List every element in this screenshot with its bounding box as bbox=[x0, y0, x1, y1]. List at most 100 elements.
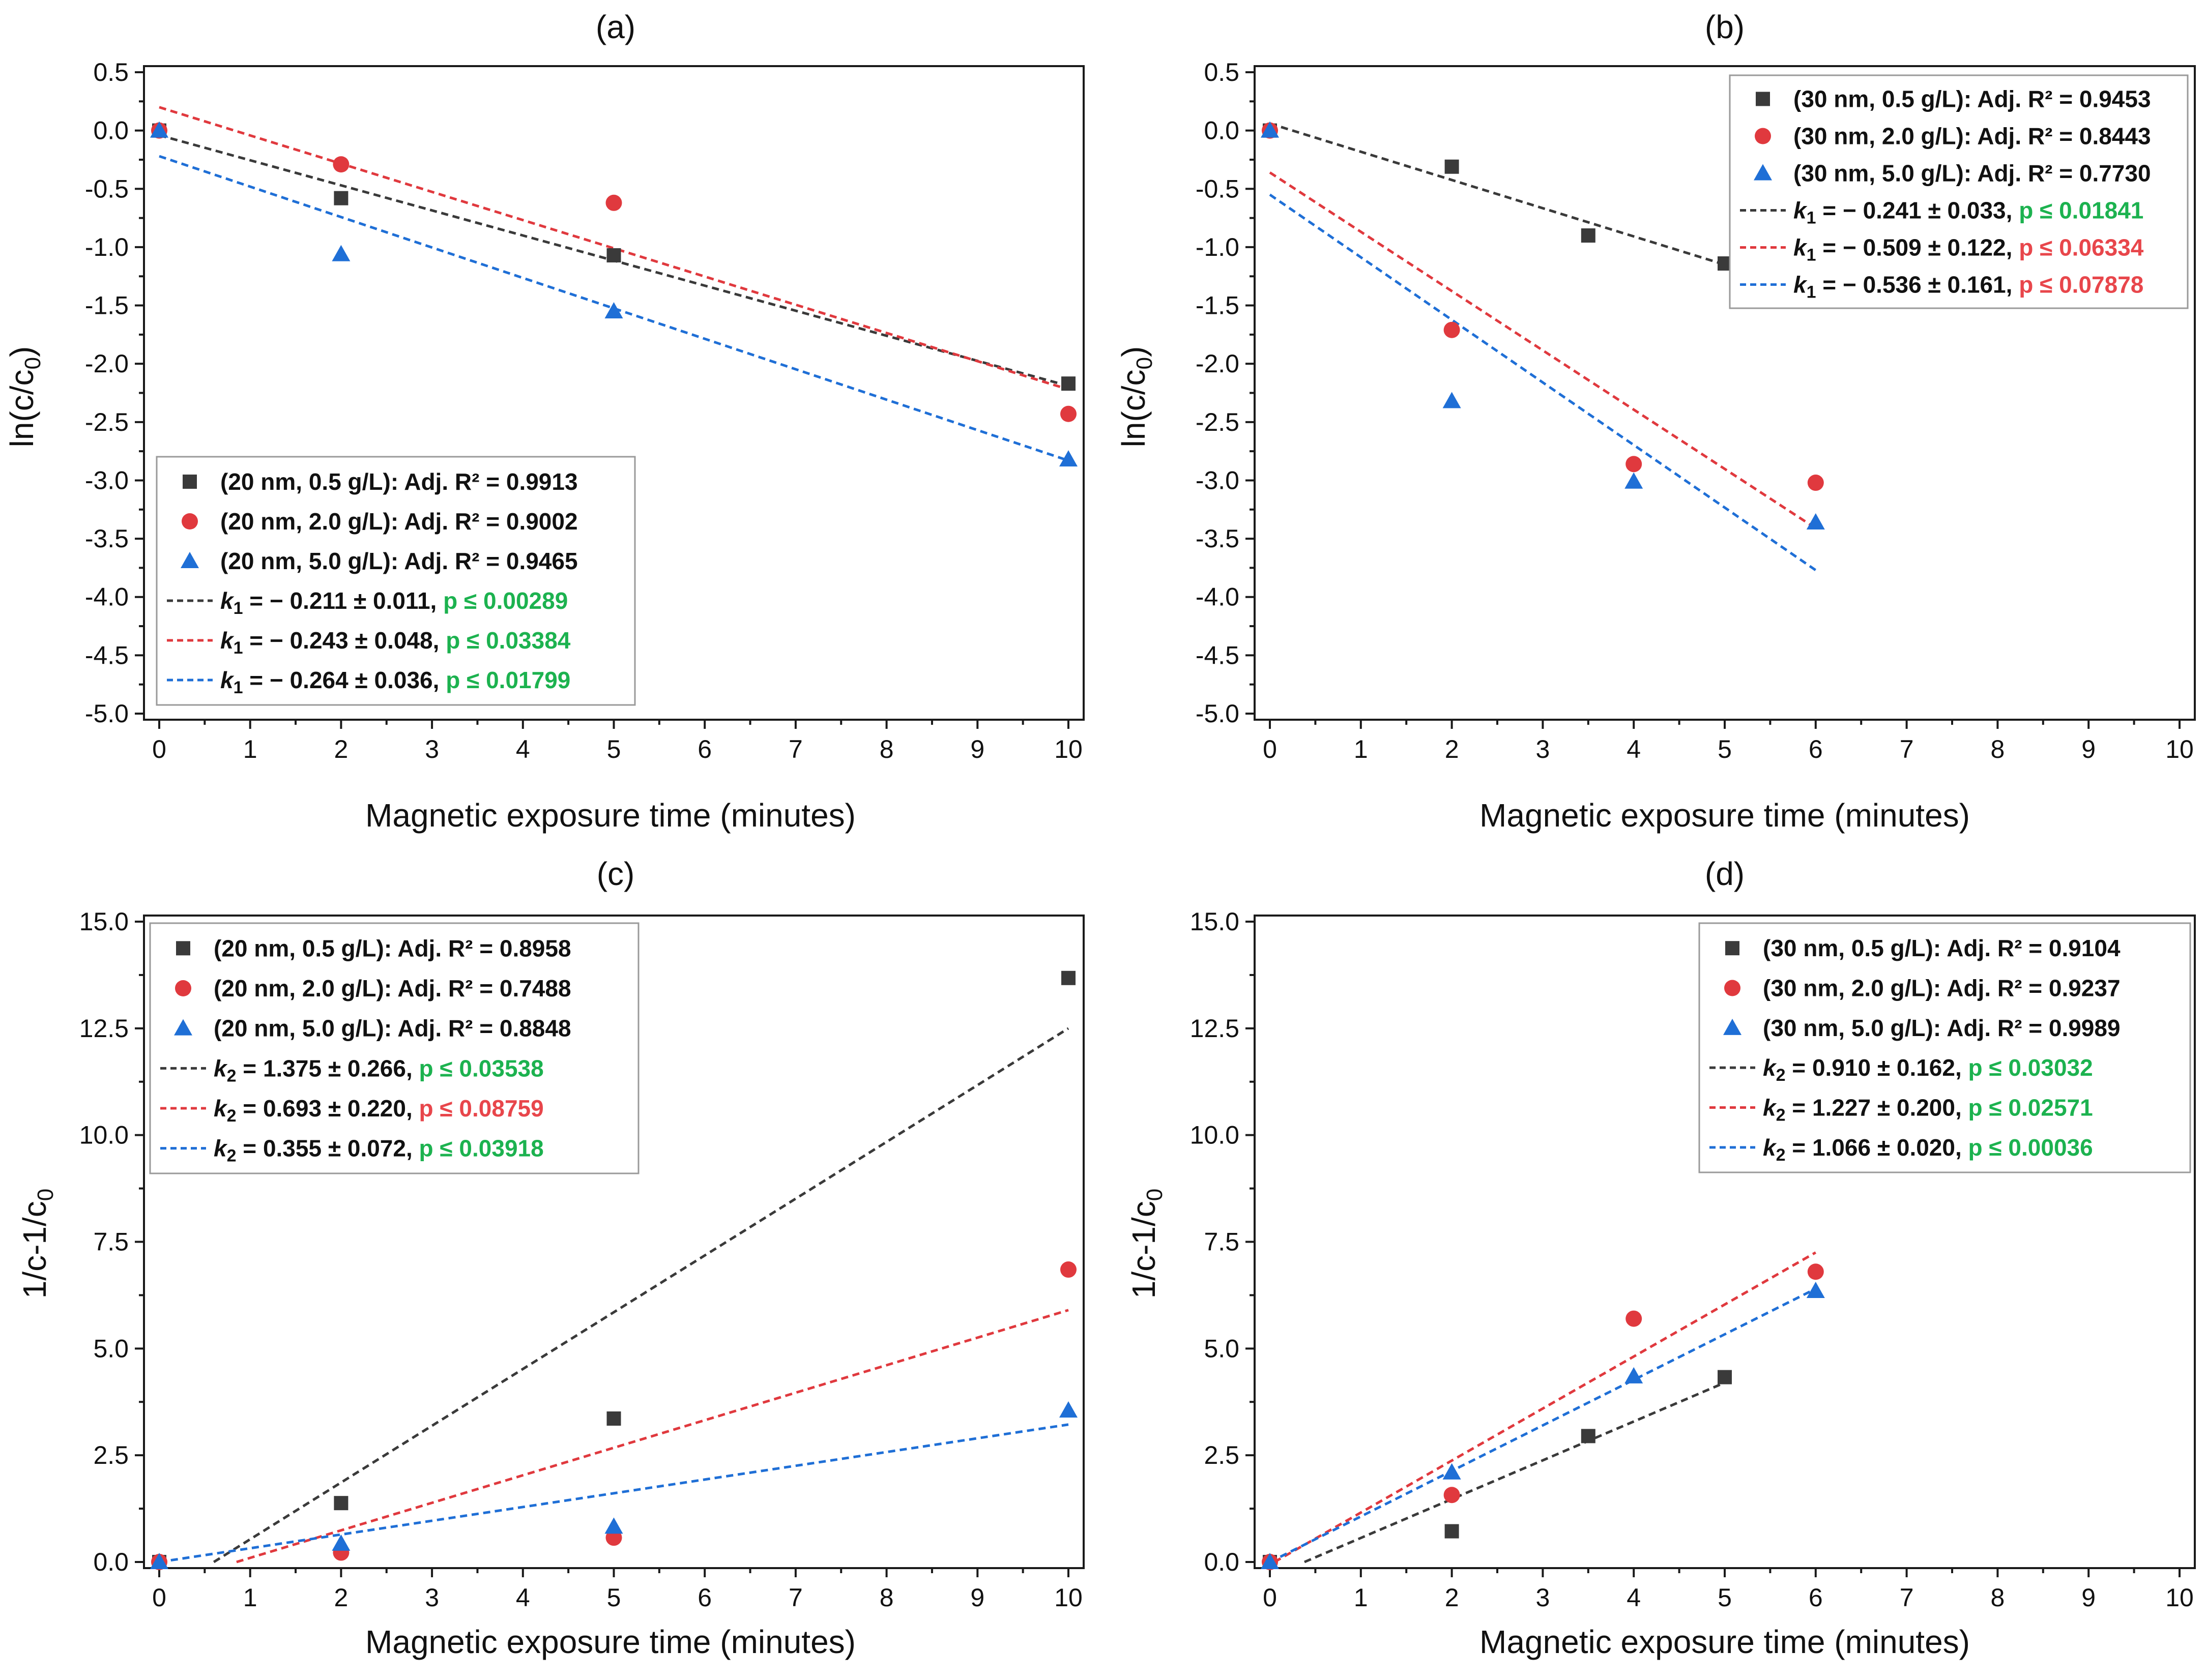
y-tick-label: 0.0 bbox=[93, 116, 129, 145]
legend-entry: (30 nm, 2.0 g/L): Adj. R² = 0.8443 bbox=[1793, 123, 2151, 150]
legend-marker-triangle bbox=[174, 1019, 192, 1036]
fit-line-red bbox=[236, 1309, 1069, 1564]
x-tick-label: 10 bbox=[1054, 735, 1083, 763]
data-point-circle bbox=[1060, 405, 1077, 422]
legend-p-value: p ≤ 0.03538 bbox=[419, 1055, 544, 1081]
legend-k-value: = 0.355 ± 0.072, bbox=[237, 1135, 419, 1162]
y-tick-label: -4.5 bbox=[1196, 641, 1239, 669]
y-tick-label: -1.5 bbox=[1196, 291, 1239, 320]
y-tick-label: 0.5 bbox=[93, 58, 129, 86]
y-tick-label: -4.0 bbox=[1196, 583, 1239, 611]
data-point-triangle bbox=[1059, 1401, 1078, 1418]
fit-line-red bbox=[1269, 171, 1817, 529]
y-tick-label: 2.5 bbox=[1204, 1441, 1239, 1469]
legend: (30 nm, 0.5 g/L): Adj. R² = 0.9453 (30 nm… bbox=[1729, 74, 2189, 309]
data-point-circle bbox=[333, 156, 350, 173]
legend-marker-square bbox=[183, 475, 197, 489]
fit-line-red bbox=[159, 106, 1069, 391]
legend-entry: (20 nm, 0.5 g/L): Adj. R² = 0.8958 bbox=[214, 935, 571, 961]
fit-line-black bbox=[1303, 1381, 1725, 1564]
legend-k-value: = 1.375 ± 0.266, bbox=[237, 1055, 419, 1081]
legend-k-symbol: k bbox=[214, 1135, 228, 1162]
data-point-triangle bbox=[1261, 121, 1279, 138]
y-tick-label: -1.0 bbox=[85, 233, 129, 261]
y-tick-label: 12.5 bbox=[79, 1014, 129, 1043]
y-axis-label-main: ln(c/c bbox=[1115, 369, 1152, 447]
data-point-triangle bbox=[332, 1534, 351, 1551]
x-tick-label: 6 bbox=[1809, 735, 1823, 763]
y-tick-label: -2.5 bbox=[1196, 408, 1239, 436]
legend-k-subscript: 2 bbox=[227, 1066, 237, 1085]
y-tick-label: -1.0 bbox=[1196, 233, 1239, 261]
legend-k-symbol: k bbox=[214, 1095, 228, 1122]
y-tick-label: 7.5 bbox=[1204, 1228, 1239, 1256]
data-point-square bbox=[334, 191, 349, 205]
legend-k-subscript: 1 bbox=[1807, 246, 1816, 265]
x-tick-label: 0 bbox=[1263, 1583, 1277, 1612]
legend-fit-entry: k2 = 0.355 ± 0.072, p ≤ 0.03918 bbox=[214, 1135, 544, 1166]
legend-k-symbol: k bbox=[220, 667, 235, 693]
legend-marker-triangle bbox=[1723, 1018, 1741, 1035]
legend-k-subscript: 1 bbox=[234, 638, 243, 658]
panel-title: (b) bbox=[1705, 9, 1745, 45]
fit-line-blue bbox=[1269, 193, 1817, 572]
x-tick-label: 1 bbox=[243, 1583, 257, 1612]
y-axis-label-main: ln(c/c bbox=[4, 369, 40, 447]
y-tick-label: -2.0 bbox=[85, 349, 129, 378]
y-tick-label: 0.0 bbox=[93, 1548, 129, 1576]
data-point-triangle bbox=[1624, 472, 1643, 489]
legend-k-subscript: 2 bbox=[1776, 1145, 1786, 1165]
legend-k-subscript: 1 bbox=[1807, 209, 1816, 228]
legend-k-symbol: k bbox=[1793, 197, 1808, 224]
legend-p-value: p ≤ 0.00036 bbox=[1968, 1134, 2093, 1161]
legend-entry: (30 nm, 5.0 g/L): Adj. R² = 0.9989 bbox=[1763, 1015, 2121, 1041]
x-tick-label: 6 bbox=[698, 1583, 712, 1612]
legend-fit-entry: k1 = − 0.211 ± 0.011, p ≤ 0.00289 bbox=[220, 587, 568, 618]
data-point-circle bbox=[1807, 1263, 1824, 1280]
legend-k-symbol: k bbox=[1763, 1054, 1777, 1081]
fit-line-blue bbox=[1269, 1287, 1816, 1564]
x-tick-label: 5 bbox=[607, 1583, 621, 1612]
y-axis-label: 1/c-1/c0 bbox=[16, 1189, 58, 1299]
legend-k-symbol: k bbox=[220, 587, 235, 614]
legend-entry: (20 nm, 5.0 g/L): Adj. R² = 0.8848 bbox=[214, 1015, 571, 1042]
legend-box bbox=[1698, 922, 2191, 1173]
legend-marker-circle bbox=[175, 980, 191, 996]
x-tick-label: 7 bbox=[1900, 735, 1914, 763]
x-tick-label: 2 bbox=[1445, 735, 1459, 763]
data-point-square bbox=[1444, 1524, 1459, 1539]
legend-k-value: = − 0.241 ± 0.033, bbox=[1816, 197, 2019, 224]
fit-line-black bbox=[1269, 122, 1725, 266]
data-point-square bbox=[1581, 1429, 1595, 1443]
chart-panel-b: (b)0 1 2 3 4 5 6 7 8 9 100.50.0-0.5-1.0-1.5-2.0-2.… bbox=[1115, 9, 2196, 834]
legend-entry: (20 nm, 2.0 g/L): Adj. R² = 0.9002 bbox=[220, 508, 578, 535]
y-tick-label: -5.0 bbox=[1196, 699, 1239, 728]
data-point-square bbox=[334, 1496, 349, 1511]
y-tick-label: 15.0 bbox=[1190, 907, 1239, 936]
x-tick-label: 7 bbox=[789, 1583, 803, 1612]
y-tick-label: 12.5 bbox=[1190, 1014, 1239, 1043]
x-tick-label: 4 bbox=[516, 1583, 530, 1612]
y-axis-label-end: ) bbox=[1115, 346, 1152, 357]
data-point-triangle bbox=[150, 1553, 168, 1569]
y-tick-label: 5.0 bbox=[1204, 1334, 1239, 1363]
y-tick-label: 2.5 bbox=[93, 1441, 129, 1469]
y-axis-label: ln(c/c0) bbox=[4, 346, 45, 448]
y-tick-label: 0.0 bbox=[1204, 1548, 1239, 1576]
y-tick-label: 0.0 bbox=[1204, 116, 1239, 145]
data-point-triangle bbox=[1261, 1553, 1279, 1569]
legend-p-value: p ≤ 0.01799 bbox=[446, 667, 570, 693]
data-point-circle bbox=[1443, 321, 1460, 338]
legend: (20 nm, 0.5 g/L): Adj. R² = 0.9913 (20 nm… bbox=[156, 456, 636, 706]
legend-k-value: = 1.227 ± 0.200, bbox=[1786, 1095, 1968, 1121]
panel-title: (a) bbox=[596, 9, 635, 45]
legend-k-value: = 0.910 ± 0.162, bbox=[1786, 1054, 1968, 1081]
legend-p-value: p ≤ 0.03032 bbox=[1968, 1054, 2093, 1081]
legend-marker-triangle bbox=[181, 552, 199, 568]
legend-k-value: = 0.693 ± 0.220, bbox=[237, 1095, 419, 1122]
legend-p-value: p ≤ 0.01841 bbox=[2019, 197, 2143, 224]
legend-box bbox=[156, 456, 636, 706]
x-tick-label: 6 bbox=[698, 735, 712, 763]
x-tick-label: 1 bbox=[1354, 735, 1368, 763]
legend-fit-entry: k2 = 1.066 ± 0.020, p ≤ 0.00036 bbox=[1763, 1134, 2093, 1165]
